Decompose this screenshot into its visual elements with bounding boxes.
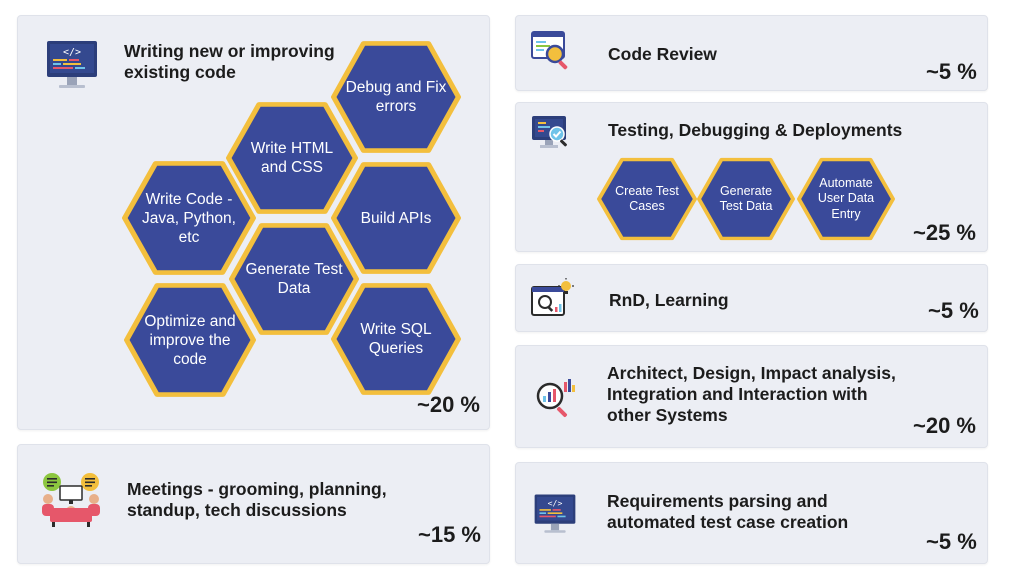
hex-automate-user-data-entry: Automate User Data Entry [797, 157, 895, 241]
hex-write-html-css: Write HTML and CSS [226, 101, 358, 215]
rnd-card [515, 264, 988, 332]
hex-create-test-cases: Create Test Cases [597, 157, 697, 241]
requirements-title: Requirements parsing and automated test … [607, 491, 849, 532]
hex-debug-fix-errors: Debug and Fix errors [331, 40, 461, 154]
testing-percent: ~25 % [913, 220, 976, 245]
code-monitor-icon: </> [533, 492, 577, 536]
architect-percent: ~20 % [913, 413, 976, 438]
hex-generate-test-data: Generate Test Data [229, 222, 359, 336]
requirements-percent: ~5 % [926, 529, 977, 554]
research-idea-icon [531, 278, 575, 318]
rnd-percent: ~5 % [928, 298, 979, 323]
architect-title: Architect, Design, Impact analysis, Inte… [607, 363, 896, 425]
hex-write-sql-queries: Write SQL Queries [331, 282, 461, 396]
meetings-percent: ~15 % [418, 522, 481, 547]
svg-text:</>: </> [63, 47, 81, 58]
code-review-card [515, 15, 988, 91]
code-review-icon [531, 30, 571, 72]
analysis-chart-icon [533, 376, 577, 420]
code-monitor-icon: </> [45, 38, 99, 92]
svg-text:</>: </> [548, 498, 563, 508]
code-review-percent: ~5 % [926, 59, 977, 84]
coding-card-title: Writing new or improving existing code [124, 41, 335, 82]
code-review-title: Code Review [608, 44, 717, 64]
testing-title: Testing, Debugging & Deployments [608, 120, 903, 140]
coding-percent: ~20 % [417, 392, 480, 417]
hex-build-apis: Build APIs [331, 161, 461, 275]
hex-write-code: Write Code - Java, Python, etc [122, 160, 256, 276]
requirements-card [515, 462, 988, 564]
hex-generate-test-data-small: Generate Test Data [697, 157, 795, 241]
architect-card [515, 345, 988, 448]
hex-optimize-code: Optimize and improve the code [124, 282, 256, 398]
meeting-discussion-icon [40, 472, 102, 528]
testing-monitor-icon [531, 114, 571, 154]
rnd-title: RnD, Learning [609, 290, 729, 310]
meetings-card-title: Meetings - grooming, planning, standup, … [127, 479, 387, 520]
